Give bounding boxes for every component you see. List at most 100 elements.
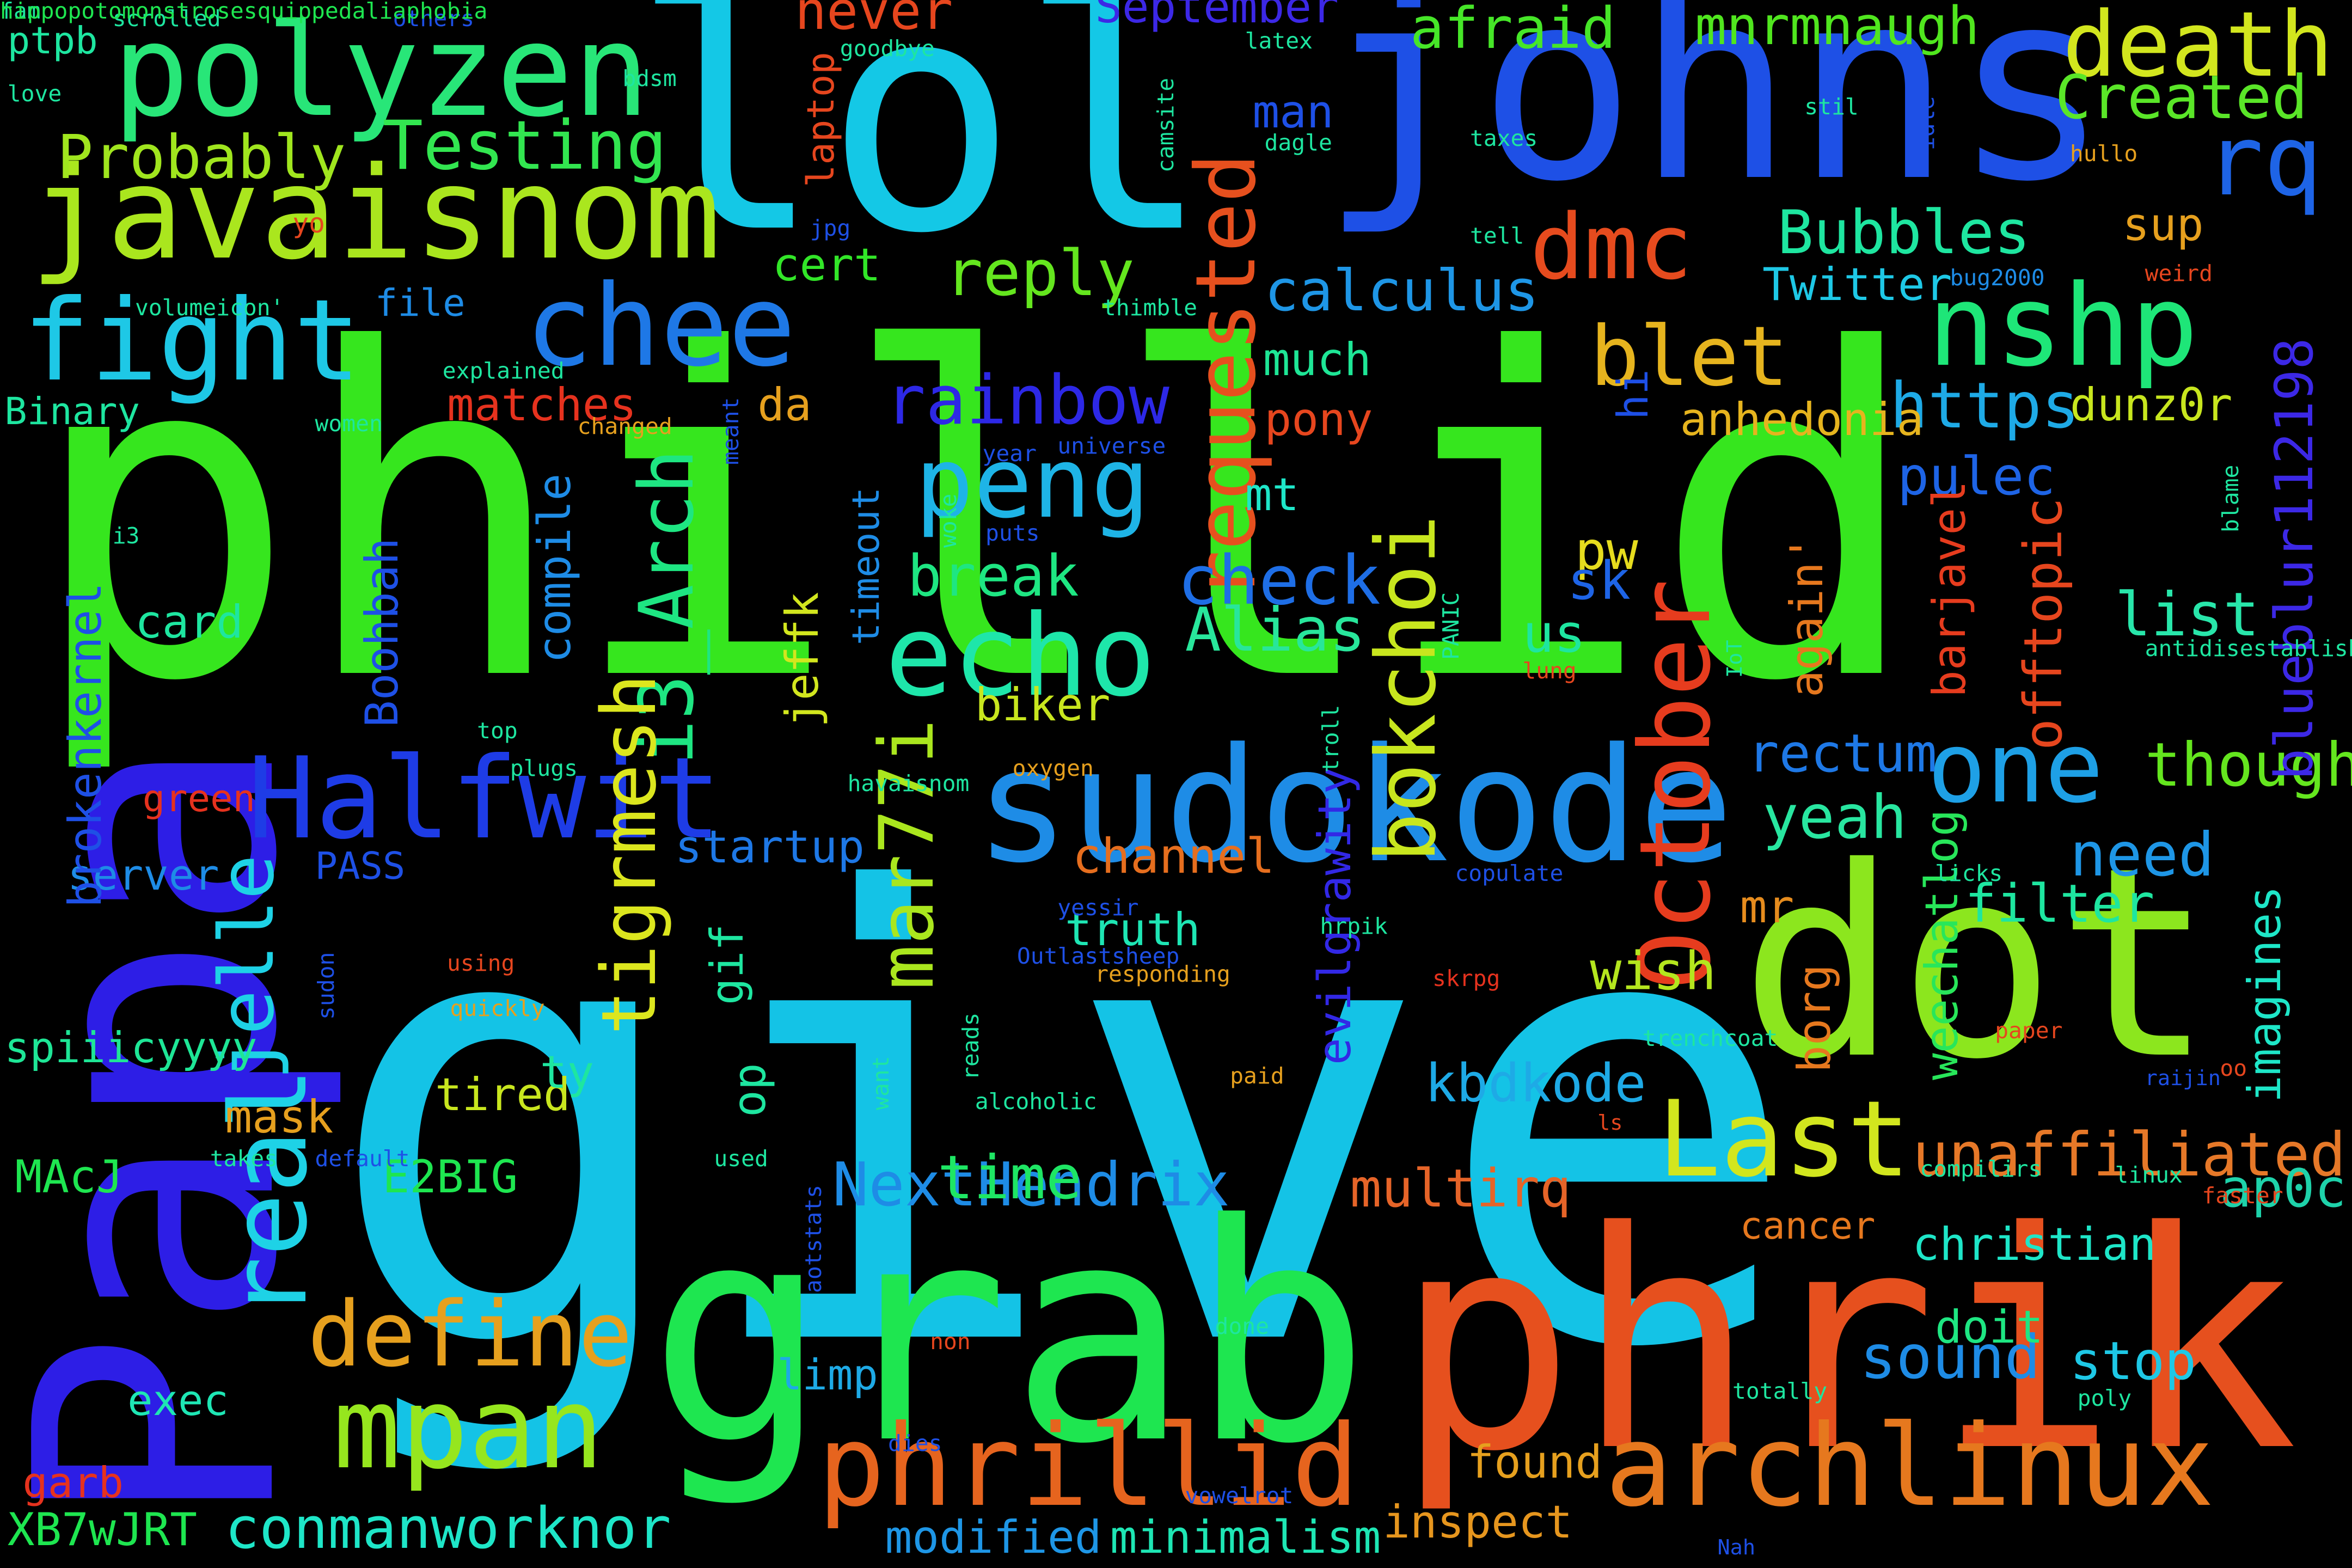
cloud-word: skrpg	[1432, 965, 1500, 991]
cloud-word: copulate	[1455, 860, 1564, 887]
cloud-word: default	[315, 1145, 410, 1172]
cloud-word: christian	[1912, 1218, 2157, 1271]
cloud-word: lol	[630, 0, 1212, 304]
cloud-word: IoT	[1723, 640, 1748, 678]
cloud-word: rq	[2204, 104, 2323, 218]
cloud-word: us	[1522, 603, 1586, 664]
cloud-word: chee	[525, 260, 796, 391]
cloud-word: conmanworknor	[225, 1495, 671, 1561]
cloud-word: compile	[529, 473, 581, 663]
cloud-word: Bubbles	[1777, 197, 2031, 267]
cloud-word: raijin	[2145, 1065, 2221, 1091]
cloud-word: sudokode	[975, 714, 1734, 898]
cloud-word: volumeicon'	[134, 295, 284, 321]
cloud-word: anhedonia	[1680, 394, 1924, 446]
cloud-word: used	[714, 1145, 768, 1172]
cloud-word: minimalism	[1110, 1511, 1381, 1564]
cloud-word: Boohbah	[356, 537, 409, 728]
cloud-word: poly	[2077, 1385, 2132, 1412]
cloud-word: phillid	[27, 255, 1924, 780]
cloud-word: rectum	[1747, 723, 1937, 785]
cloud-word: channel	[1072, 828, 1275, 885]
cloud-word: pulec	[1897, 445, 2056, 507]
cloud-word: johns	[1320, 0, 2110, 240]
cloud-word: fam	[0, 0, 41, 24]
cloud-word: kbdkode	[1425, 1053, 1646, 1114]
cloud-word: mpan	[333, 1362, 604, 1494]
cloud-word: pony	[1264, 394, 1373, 446]
cloud-word: give	[322, 767, 1804, 1483]
cloud-word: matches	[446, 378, 637, 431]
cloud-word: again'	[1781, 535, 1834, 698]
cloud-word: want	[867, 1056, 894, 1110]
cloud-word: reply	[945, 237, 1135, 311]
cloud-word: man	[1252, 86, 1334, 139]
cloud-word: requested	[1178, 153, 1275, 600]
cloud-word: bug2000	[1950, 265, 2045, 291]
cloud-word: dot	[1739, 811, 2214, 1117]
cloud-word: Outlastsheep	[1016, 942, 1180, 969]
cloud-word: oxygen	[1012, 755, 1094, 782]
cloud-word: plugs	[510, 755, 578, 782]
cloud-word: death	[2062, 0, 2333, 97]
cloud-word: E2BIG	[382, 1151, 518, 1204]
cloud-word: blueblur112198	[2263, 338, 2325, 780]
cloud-word: though	[2145, 730, 2352, 800]
cloud-word: MAcJ	[15, 1151, 124, 1204]
cloud-word: polyzen	[112, 0, 650, 145]
cloud-word: da	[757, 378, 812, 431]
cloud-word: jeffk	[776, 592, 829, 728]
cloud-word: found	[1467, 1436, 1603, 1489]
cloud-word: dagle	[1264, 130, 1332, 156]
cloud-word: exec	[127, 1376, 229, 1425]
cloud-word: laptop	[799, 52, 843, 188]
cloud-word: stop	[2069, 1330, 2197, 1392]
cloud-word: Alias	[1185, 595, 1366, 665]
cloud-word: offtopic	[2013, 497, 2074, 750]
cloud-word: hrpik	[1320, 912, 1388, 939]
cloud-word: filter	[1965, 873, 2155, 934]
cloud-word: PANIC	[1437, 592, 1464, 660]
cloud-word: phrillid	[817, 1400, 1359, 1532]
cloud-word: rainbow	[885, 361, 1169, 440]
cloud-word: ptpb	[7, 19, 98, 63]
cloud-word: jpg	[810, 215, 851, 242]
cloud-word: https	[1890, 369, 2080, 443]
cloud-word: imagines	[2238, 885, 2291, 1102]
cloud-word: much	[1263, 333, 1371, 386]
cloud-word: latex	[1245, 28, 1313, 54]
cloud-word: afraid	[1410, 0, 1616, 62]
cloud-word: Created	[2055, 62, 2308, 132]
cloud-word: calculus	[1264, 258, 1539, 324]
cloud-word: scrolled	[112, 5, 221, 32]
cloud-word: limp	[777, 1350, 878, 1400]
cloud-word: camsite	[1153, 77, 1179, 173]
cloud-word: javaisnom	[30, 139, 721, 288]
cloud-word: spiiicyyyy	[4, 1024, 258, 1073]
cloud-word: tell	[1469, 223, 1524, 249]
cloud-word: explained	[442, 358, 565, 384]
cloud-word: top	[477, 718, 518, 744]
cloud-word: sup	[2122, 198, 2204, 251]
cloud-word: ls	[1597, 1111, 1623, 1136]
cloud-word: cert	[772, 239, 881, 292]
cloud-word: taxes	[1469, 125, 1538, 152]
cloud-word: blet	[1590, 308, 1789, 405]
cloud-word: year	[982, 440, 1037, 467]
cloud-word: non	[930, 1328, 971, 1355]
cloud-word: meant	[718, 397, 744, 465]
cloud-word: grab	[648, 1160, 1371, 1510]
cloud-word: barjavel	[1924, 481, 1976, 698]
cloud-word: quickly	[450, 995, 545, 1022]
cloud-word: ap0c	[2220, 1158, 2347, 1220]
cloud-word: linux	[2115, 1161, 2183, 1188]
cloud-word: file	[375, 281, 465, 326]
cloud-word: op	[724, 1063, 776, 1118]
cloud-word: echo	[885, 590, 1156, 721]
cloud-word: Testing	[382, 106, 667, 185]
cloud-word: fight	[22, 275, 362, 407]
cloud-word: inspect	[1383, 1496, 1573, 1548]
cloud-word: lung	[1522, 658, 1577, 684]
cloud-word: universe	[1057, 432, 1166, 459]
